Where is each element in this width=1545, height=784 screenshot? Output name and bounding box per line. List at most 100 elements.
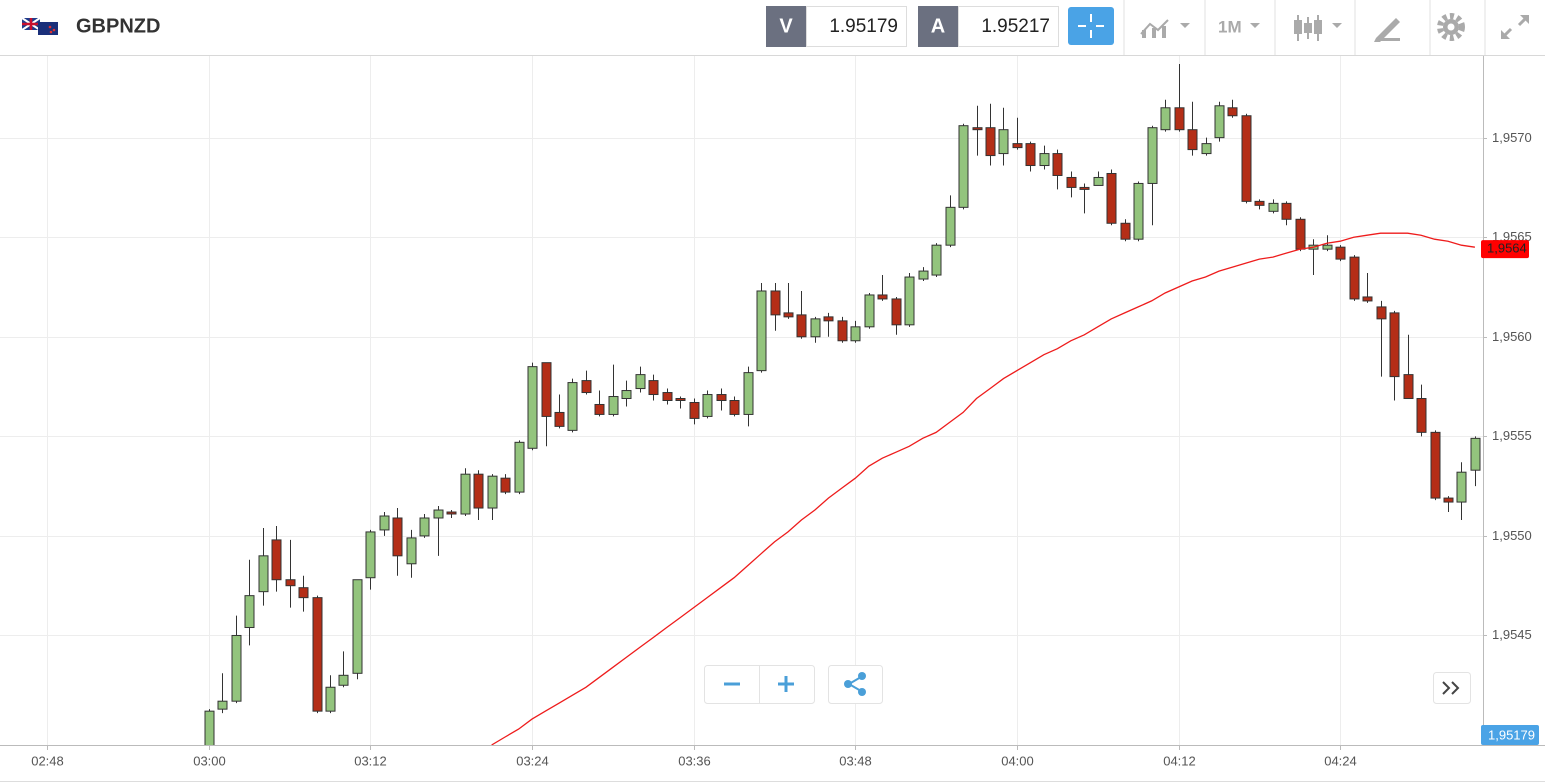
candle-body bbox=[1039, 153, 1050, 167]
candle-body bbox=[702, 394, 713, 417]
crosshair-button[interactable] bbox=[1068, 7, 1114, 45]
candle-body bbox=[1187, 129, 1198, 151]
candle-body bbox=[446, 511, 457, 515]
candle-body bbox=[635, 374, 646, 390]
candle-body bbox=[392, 517, 403, 557]
timeframe: 1M bbox=[1218, 17, 1242, 36]
candle-body bbox=[244, 595, 255, 629]
y-tick-label: 1,9545 bbox=[1492, 627, 1532, 642]
candle-body bbox=[1416, 398, 1427, 433]
candle-body bbox=[864, 294, 875, 328]
candle-body bbox=[581, 380, 592, 394]
candle-body bbox=[312, 597, 323, 712]
candle-body bbox=[662, 392, 673, 401]
candle-body bbox=[783, 312, 794, 318]
candle-body bbox=[1066, 176, 1077, 188]
candle-body bbox=[514, 441, 525, 493]
y-tick-label: 1,9560 bbox=[1492, 329, 1532, 344]
x-tick-label: 03:48 bbox=[839, 753, 872, 768]
axes: 1,95451,95501,95551,95601,95651,957002:4… bbox=[31, 130, 1532, 769]
overlay-tag-box bbox=[1481, 240, 1529, 259]
candle-body bbox=[419, 517, 430, 537]
candle-body bbox=[1281, 202, 1292, 220]
bid-tag-box bbox=[1481, 725, 1539, 745]
ask-box bbox=[958, 6, 1059, 47]
fullscreen-button[interactable] bbox=[1501, 15, 1529, 39]
candle-body bbox=[1227, 107, 1238, 117]
candle-body bbox=[1349, 256, 1360, 300]
candle-body bbox=[810, 318, 821, 338]
bid-label: V bbox=[779, 15, 793, 37]
candle-body bbox=[527, 366, 538, 449]
candle-body bbox=[1254, 200, 1265, 206]
candle-body bbox=[958, 125, 969, 208]
candle-body bbox=[1079, 186, 1090, 190]
candle-body bbox=[1120, 222, 1131, 240]
candle-body bbox=[365, 531, 376, 579]
overlay-tag: 1,9564 bbox=[1487, 241, 1527, 256]
candle-body bbox=[258, 555, 269, 593]
settings-button[interactable] bbox=[1437, 13, 1465, 41]
candle-body bbox=[850, 326, 861, 342]
candle-body bbox=[648, 380, 659, 396]
x-tick-label: 04:00 bbox=[1001, 753, 1034, 768]
candle-body bbox=[1025, 143, 1036, 167]
candle-body bbox=[1443, 497, 1454, 503]
candle-body bbox=[379, 515, 390, 531]
candle-body bbox=[567, 382, 578, 431]
candle-body bbox=[931, 244, 942, 276]
bid-price: 1.95179 bbox=[829, 16, 898, 37]
candle-body bbox=[1201, 143, 1212, 155]
candle-body bbox=[770, 290, 781, 316]
candle-style-button[interactable] bbox=[1294, 15, 1342, 41]
candle-body bbox=[1106, 172, 1117, 224]
share-button[interactable] bbox=[828, 665, 883, 704]
candle-body bbox=[1214, 105, 1225, 139]
candle-body bbox=[231, 634, 242, 702]
candle-body bbox=[352, 579, 363, 674]
candle-body bbox=[1174, 107, 1185, 131]
x-tick-label: 04:24 bbox=[1324, 753, 1357, 768]
candle-body bbox=[433, 509, 444, 519]
chart-type-button[interactable] bbox=[1140, 19, 1190, 38]
moving-average-line bbox=[491, 232, 1475, 745]
candle-body bbox=[554, 411, 565, 427]
candle-body bbox=[985, 127, 996, 157]
candle-body bbox=[608, 396, 619, 415]
zoom-in-button[interactable] bbox=[778, 676, 794, 692]
candle-body bbox=[891, 298, 902, 326]
bid-button[interactable] bbox=[766, 6, 806, 47]
candle-body bbox=[1268, 202, 1279, 212]
candle-body bbox=[972, 127, 983, 131]
x-tick-label: 02:48 bbox=[31, 753, 64, 768]
candle-body bbox=[743, 372, 754, 415]
ask-button[interactable] bbox=[918, 6, 958, 47]
timeframe-button[interactable]: 1M bbox=[1218, 17, 1260, 36]
candle-body bbox=[473, 473, 484, 509]
candle-body bbox=[1133, 182, 1144, 240]
candle-body bbox=[1052, 153, 1063, 176]
candle-body bbox=[1389, 312, 1400, 378]
ask-price: 1.95217 bbox=[981, 16, 1050, 37]
scroll-end-button[interactable] bbox=[1433, 672, 1471, 704]
ask-label: A bbox=[931, 15, 945, 37]
candle-body bbox=[675, 398, 686, 401]
drawing-tools-button[interactable] bbox=[1374, 18, 1400, 42]
flag-icon bbox=[21, 17, 58, 35]
candle-body bbox=[716, 394, 727, 401]
candle-body bbox=[285, 579, 296, 587]
candle-body bbox=[1147, 127, 1158, 184]
y-tick-label: 1,9555 bbox=[1492, 428, 1532, 443]
candle-body bbox=[1093, 176, 1104, 186]
candle-body bbox=[945, 206, 956, 246]
x-tick-label: 03:00 bbox=[193, 753, 226, 768]
candle-body bbox=[998, 129, 1009, 155]
candle-body bbox=[796, 314, 807, 338]
candle-body bbox=[823, 316, 834, 322]
candle-body bbox=[918, 270, 929, 280]
candle-body bbox=[1430, 431, 1441, 499]
candle-body bbox=[500, 477, 511, 493]
candle-body bbox=[217, 700, 228, 710]
y-tick-label: 1,9550 bbox=[1492, 528, 1532, 543]
